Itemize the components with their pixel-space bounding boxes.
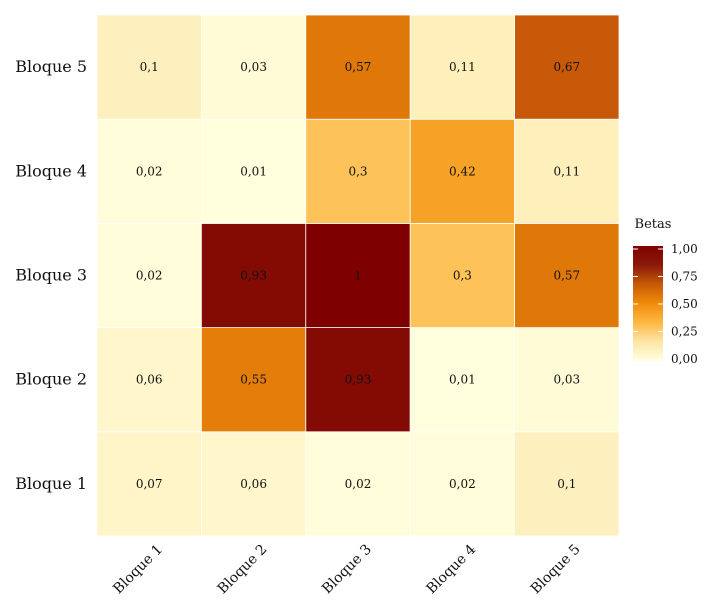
- heatmap-cell-labels: 0,07 0,06 0,02 0,02 0,1 0,06 0,55 0,93 0,01 0,03 0…: [136, 60, 580, 491]
- heatmap-cell: [96, 327, 202, 433]
- heatmap-cell: [96, 118, 202, 224]
- heatmap-cell: [305, 118, 411, 224]
- heatmap-cell: [96, 14, 202, 120]
- heatmap-cells: [96, 14, 620, 537]
- legend-title: Betas: [635, 217, 672, 232]
- cell-value-label: 0,55: [240, 373, 267, 387]
- cell-value-label: 0,02: [449, 477, 476, 491]
- cell-value-label: 0,02: [136, 164, 163, 178]
- cell-value-label: 0,06: [136, 373, 163, 387]
- color-legend: Betas 1,00 0,75 0,50 0,25 0,00: [633, 217, 698, 366]
- heatmap-cell: [305, 222, 411, 328]
- cell-value-label: 0,67: [553, 60, 580, 74]
- heatmap-cell: [305, 14, 411, 120]
- cell-value-label: 0,01: [240, 164, 267, 178]
- y-tick-label: Bloque 2: [15, 370, 87, 389]
- cell-value-label: 0,02: [345, 477, 372, 491]
- heatmap-cell: [409, 118, 516, 224]
- x-tick-label: Bloque 5: [528, 542, 584, 598]
- y-tick-label: Bloque 4: [15, 161, 87, 180]
- cell-value-label: 0,93: [345, 373, 372, 387]
- legend-tick-label: 0,25: [671, 325, 698, 339]
- x-tick-label: Bloque 1: [110, 542, 166, 598]
- y-tick-label: Bloque 1: [15, 474, 87, 493]
- heatmap-cell: [514, 431, 620, 537]
- heatmap-cell: [200, 222, 307, 328]
- cell-value-label: 0,11: [553, 164, 580, 178]
- y-tick-label: Bloque 3: [15, 266, 87, 285]
- heatmap-cell: [200, 118, 307, 224]
- heatmap-cell: [514, 14, 620, 120]
- legend-tick-label: 0,00: [671, 352, 698, 366]
- heatmap-cell: [514, 222, 620, 328]
- y-tick-label: Bloque 5: [15, 57, 87, 76]
- heatmap-cell: [514, 327, 620, 433]
- heatmap-cell: [305, 327, 411, 433]
- heatmap-cell: [514, 118, 620, 224]
- cell-value-label: 0,1: [140, 60, 159, 74]
- heatmap-cell: [409, 431, 516, 537]
- cell-value-label: 0,11: [449, 60, 476, 74]
- cell-value-label: 0,1: [557, 477, 576, 491]
- legend-tick-label: 1,00: [671, 242, 698, 256]
- heatmap-cell: [200, 327, 307, 433]
- heatmap-cell: [96, 431, 202, 537]
- cell-value-label: 0,57: [553, 269, 580, 283]
- cell-value-label: 1: [354, 269, 362, 283]
- cell-value-label: 0,03: [553, 373, 580, 387]
- cell-value-label: 0,01: [449, 373, 476, 387]
- legend-tick-label: 0,50: [671, 297, 698, 311]
- cell-value-label: 0,07: [136, 477, 163, 491]
- x-tick-label: Bloque 3: [319, 542, 375, 598]
- x-axis: Bloque 1 Bloque 2 Bloque 3 Bloque 4 Bloque 5: [110, 541, 583, 597]
- heatmap-cell: [200, 431, 307, 537]
- cell-value-label: 0,57: [345, 60, 372, 74]
- cell-value-label: 0,93: [240, 269, 267, 283]
- legend-tick-label: 0,75: [671, 270, 698, 284]
- cell-value-label: 0,03: [240, 60, 267, 74]
- heatmap-cell: [200, 14, 307, 120]
- cell-value-label: 0,3: [348, 164, 367, 178]
- cell-value-label: 0,42: [449, 164, 476, 178]
- x-tick-label: Bloque 4: [423, 541, 479, 597]
- cell-value-label: 0,3: [453, 269, 472, 283]
- cell-value-label: 0,06: [240, 477, 267, 491]
- cell-value-label: 0,02: [136, 269, 163, 283]
- y-axis: Bloque 1 Bloque 2 Bloque 3 Bloque 4 Bloque 5: [15, 57, 87, 493]
- x-tick-label: Bloque 2: [215, 542, 271, 598]
- heatmap-cell: [409, 327, 516, 433]
